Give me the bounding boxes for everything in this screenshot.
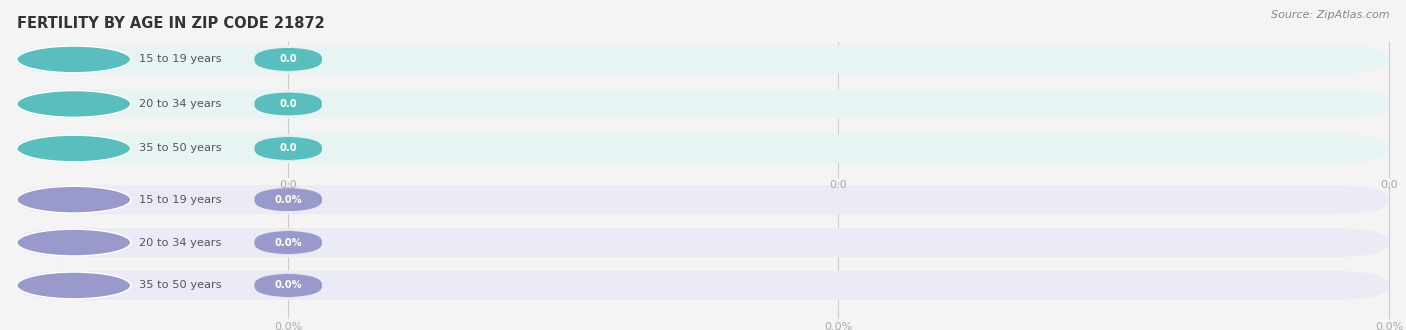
Text: FERTILITY BY AGE IN ZIP CODE 21872: FERTILITY BY AGE IN ZIP CODE 21872 <box>17 16 325 31</box>
Text: 0.0: 0.0 <box>1381 180 1398 190</box>
Text: 20 to 34 years: 20 to 34 years <box>139 99 222 109</box>
Text: 15 to 19 years: 15 to 19 years <box>139 195 222 205</box>
Circle shape <box>17 46 131 73</box>
Text: 20 to 34 years: 20 to 34 years <box>139 238 222 248</box>
Text: 0.0%: 0.0% <box>274 280 302 290</box>
Text: 0.0%: 0.0% <box>274 238 302 248</box>
FancyBboxPatch shape <box>17 45 1389 74</box>
Circle shape <box>17 91 131 117</box>
Text: Source: ZipAtlas.com: Source: ZipAtlas.com <box>1271 10 1389 20</box>
Text: 0.0%: 0.0% <box>1375 322 1403 330</box>
Circle shape <box>17 229 131 256</box>
Text: 35 to 50 years: 35 to 50 years <box>139 144 222 153</box>
FancyBboxPatch shape <box>254 48 322 71</box>
FancyBboxPatch shape <box>17 89 1389 118</box>
FancyBboxPatch shape <box>17 271 1389 300</box>
FancyBboxPatch shape <box>17 134 1389 163</box>
Text: 0.0%: 0.0% <box>274 322 302 330</box>
Text: 0.0: 0.0 <box>280 54 297 64</box>
FancyBboxPatch shape <box>254 188 322 212</box>
Text: 0.0%: 0.0% <box>274 195 302 205</box>
Circle shape <box>17 186 131 213</box>
FancyBboxPatch shape <box>254 274 322 297</box>
Text: 0.0: 0.0 <box>280 99 297 109</box>
Text: 0.0: 0.0 <box>280 144 297 153</box>
Text: 15 to 19 years: 15 to 19 years <box>139 54 222 64</box>
FancyBboxPatch shape <box>254 137 322 160</box>
FancyBboxPatch shape <box>254 231 322 254</box>
FancyBboxPatch shape <box>254 92 322 116</box>
FancyBboxPatch shape <box>17 228 1389 257</box>
Circle shape <box>17 135 131 162</box>
Text: 0.0%: 0.0% <box>824 322 852 330</box>
Circle shape <box>17 272 131 299</box>
Text: 35 to 50 years: 35 to 50 years <box>139 280 222 290</box>
Text: 0.0: 0.0 <box>830 180 846 190</box>
Text: 0.0: 0.0 <box>280 180 297 190</box>
FancyBboxPatch shape <box>17 185 1389 214</box>
